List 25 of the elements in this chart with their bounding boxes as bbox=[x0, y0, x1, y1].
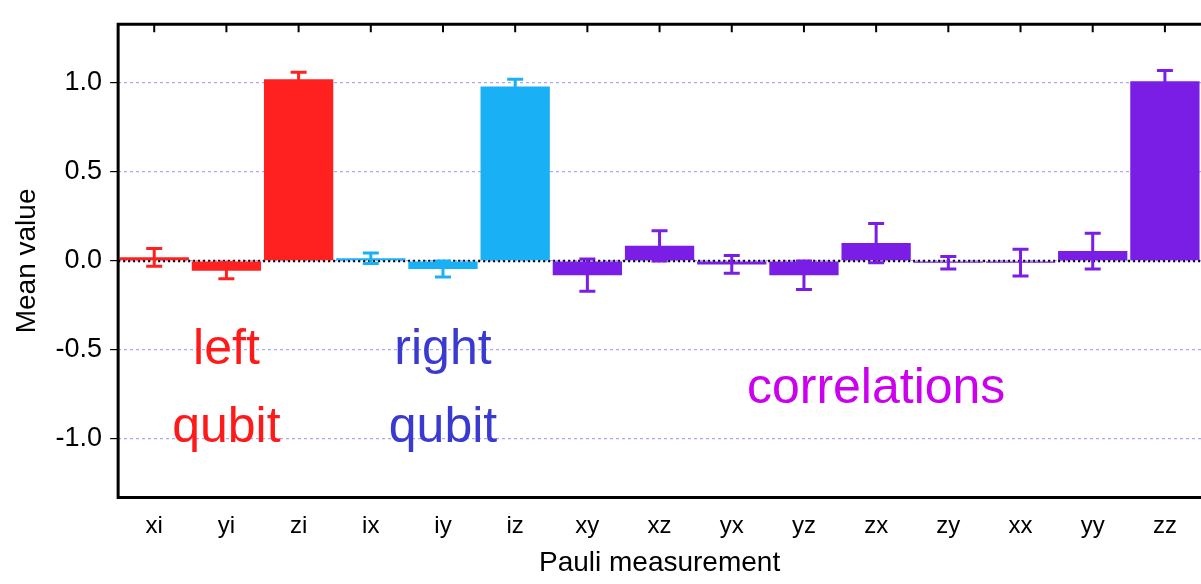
y-tick-label: 1.0 bbox=[64, 66, 103, 97]
annotation: right qubit bbox=[388, 318, 498, 453]
x-tick-label: zi bbox=[289, 510, 308, 538]
annotation: correlations bbox=[746, 357, 1006, 414]
y-tick-label: 0.5 bbox=[64, 155, 103, 186]
x-tick-label: iy bbox=[434, 510, 452, 538]
x-tick-label: xy bbox=[575, 510, 600, 538]
y-tick-label: 0.0 bbox=[64, 244, 103, 275]
x-tick-label: yy bbox=[1080, 510, 1105, 538]
x-tick-label: zy bbox=[936, 510, 961, 538]
y-tick-label: -1.0 bbox=[55, 422, 103, 453]
x-tick-label: xx bbox=[1008, 510, 1033, 538]
x-tick-label: ix bbox=[362, 510, 380, 538]
x-tick-label: yx bbox=[719, 510, 744, 538]
x-tick-label: yz bbox=[791, 510, 816, 538]
x-axis-title: Pauli measurement bbox=[538, 545, 781, 577]
x-tick-label: zx bbox=[864, 510, 889, 538]
y-axis-title: Mean value bbox=[9, 188, 41, 334]
x-tick-label: xi bbox=[145, 510, 163, 538]
annotation: left qubit bbox=[172, 318, 281, 453]
x-tick-label: yi bbox=[217, 510, 236, 538]
y-tick-label: -0.5 bbox=[55, 333, 103, 364]
x-tick-label: xz bbox=[647, 510, 672, 538]
x-tick-label: zz bbox=[1152, 510, 1177, 538]
x-tick-label: iz bbox=[506, 510, 524, 538]
